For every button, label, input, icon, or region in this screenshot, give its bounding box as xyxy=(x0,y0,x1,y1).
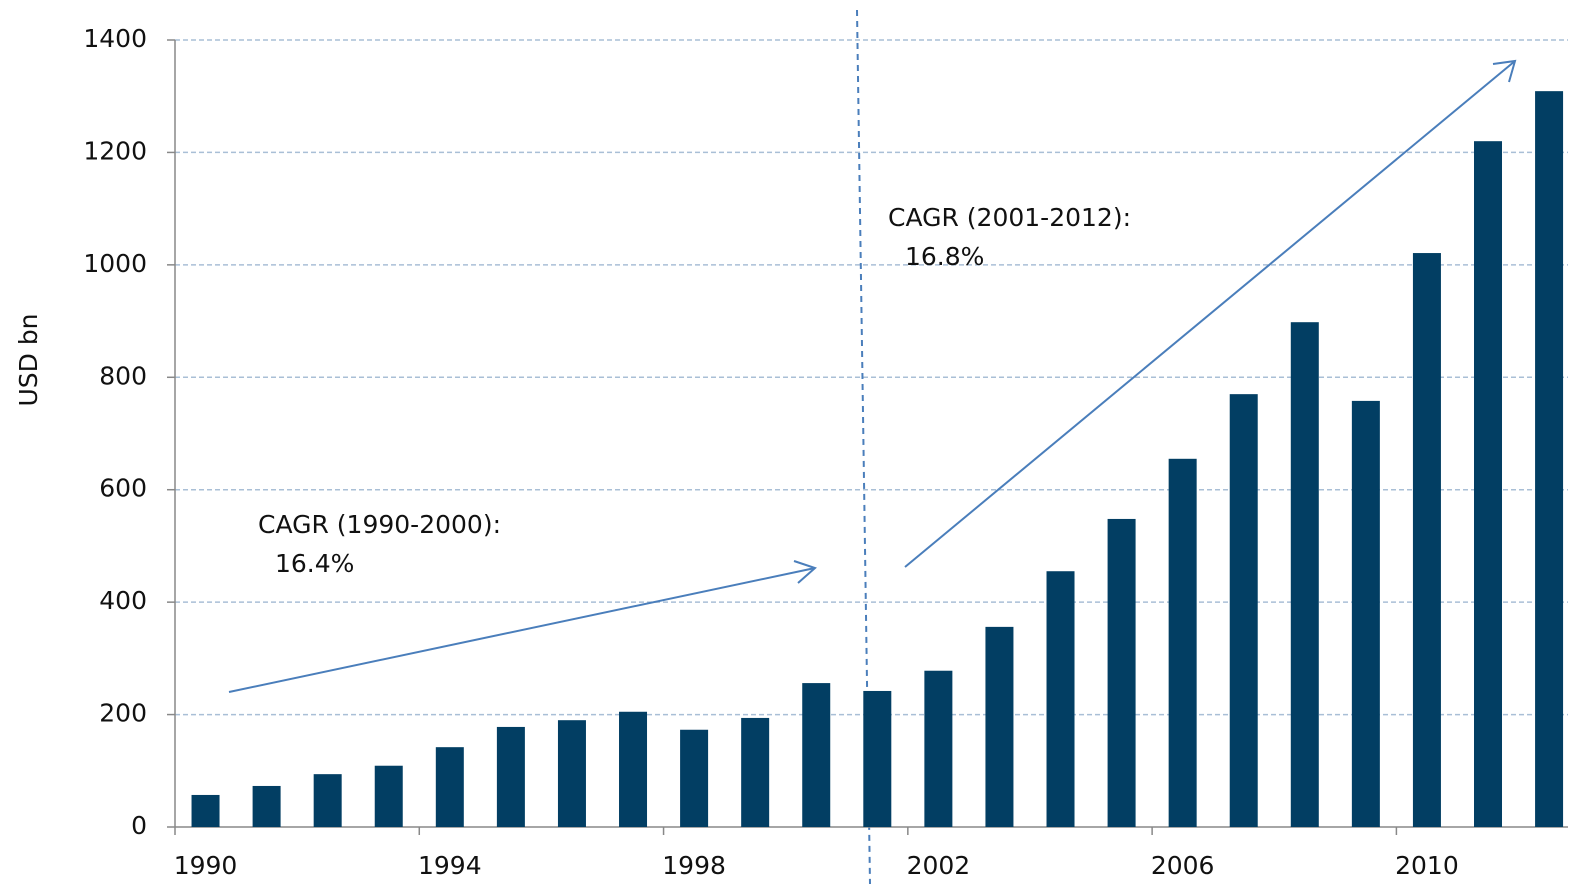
x-tick-label: 1998 xyxy=(662,851,726,880)
bar xyxy=(496,726,525,827)
bar xyxy=(435,747,464,827)
bar xyxy=(1229,394,1258,827)
x-tick-label: 2006 xyxy=(1151,851,1215,880)
y-tick-label: 400 xyxy=(99,586,147,615)
bar xyxy=(313,774,342,827)
bar xyxy=(985,626,1014,827)
bar xyxy=(1535,91,1564,827)
bar xyxy=(741,717,770,827)
y-tick-label: 200 xyxy=(99,699,147,728)
bar xyxy=(680,729,709,827)
bar xyxy=(252,785,281,827)
y-axis-label: USD bn xyxy=(14,313,43,406)
bar xyxy=(374,765,403,827)
arrow xyxy=(904,60,1516,568)
bar xyxy=(1107,518,1136,827)
annotation: 16.4% xyxy=(275,549,354,578)
bar xyxy=(1168,458,1197,827)
y-tick-label: 800 xyxy=(99,361,147,390)
annotation: 16.8% xyxy=(905,242,984,271)
arrow-head xyxy=(1492,59,1517,83)
bar xyxy=(557,720,586,827)
bar xyxy=(1290,322,1319,827)
x-tick-label: 1990 xyxy=(174,851,238,880)
bar xyxy=(1046,571,1075,827)
arrow-head xyxy=(793,560,817,584)
bar xyxy=(619,711,648,827)
y-tick-label: 0 xyxy=(131,811,147,840)
bar xyxy=(1474,141,1503,827)
x-tick-label: 1994 xyxy=(418,851,482,880)
y-tick-label: 600 xyxy=(99,474,147,503)
y-tick-label: 1200 xyxy=(83,136,147,165)
y-tick-label: 1400 xyxy=(83,24,147,53)
y-tick-label: 1000 xyxy=(83,249,147,278)
bar xyxy=(802,683,831,827)
x-tick-label: 2002 xyxy=(907,851,971,880)
x-tick-label: 2010 xyxy=(1395,851,1459,880)
bar xyxy=(924,670,953,827)
annotation: CAGR (2001-2012): xyxy=(888,203,1131,232)
annotation: CAGR (1990-2000): xyxy=(258,510,501,539)
arrow xyxy=(228,567,816,693)
bar xyxy=(191,794,220,827)
bar xyxy=(863,690,892,827)
bar xyxy=(1351,400,1380,827)
bar xyxy=(1412,253,1441,828)
